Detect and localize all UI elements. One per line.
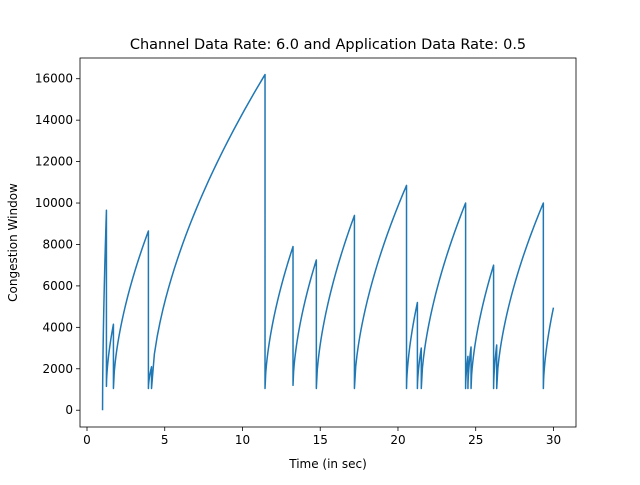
y-tick-label: 12000	[35, 155, 73, 169]
x-axis-ticks: 0 5 10 15 20 25 30	[83, 427, 561, 447]
y-tick-label: 10000	[35, 196, 73, 210]
y-tick-label: 14000	[35, 113, 73, 127]
x-tick-label: 15	[313, 433, 328, 447]
y-tick-label: 6000	[42, 279, 73, 293]
series-line-congestion-window	[101, 73, 555, 411]
x-tick-label: 25	[468, 433, 483, 447]
y-tick-label: 0	[65, 403, 73, 417]
y-tick-label: 16000	[35, 72, 73, 86]
chart-title: Channel Data Rate: 6.0 and Application D…	[130, 37, 526, 53]
x-tick-label: 20	[390, 433, 405, 447]
x-tick-label: 0	[83, 433, 91, 447]
y-tick-label: 8000	[42, 237, 73, 251]
y-axis-label: Congestion Window	[6, 183, 20, 302]
y-tick-label: 4000	[42, 320, 73, 334]
x-axis-label: Time (in sec)	[288, 457, 367, 471]
x-tick-label: 10	[235, 433, 250, 447]
y-tick-label: 2000	[42, 362, 73, 376]
x-tick-label: 5	[161, 433, 169, 447]
x-tick-label: 30	[546, 433, 561, 447]
plot-area	[80, 58, 576, 427]
plot-frame	[79, 57, 577, 428]
y-axis-ticks: 0 2000 4000 6000 8000 10000 12000 14000 16000	[35, 72, 80, 417]
